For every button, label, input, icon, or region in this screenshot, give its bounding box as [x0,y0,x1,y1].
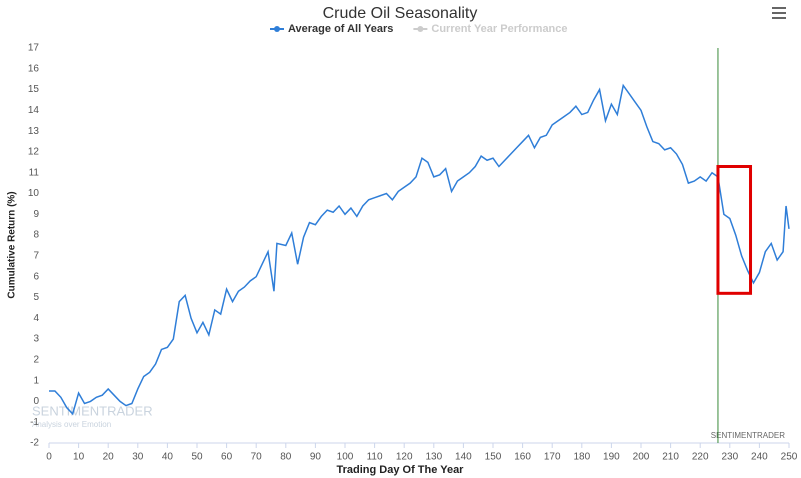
x-tick-label: 40 [162,452,174,463]
x-tick-label: 50 [191,452,203,463]
x-tick-label: 0 [46,452,52,463]
x-tick-label: 90 [310,452,322,463]
x-tick-label: 140 [455,452,472,463]
y-tick-label: 0 [33,396,39,407]
x-tick-label: 70 [251,452,263,463]
x-tick-label: 30 [132,452,144,463]
y-tick-label: 1 [33,375,39,386]
y-tick-label: 17 [28,43,40,54]
x-tick-label: 110 [367,452,383,463]
x-tick-label: 20 [103,452,115,463]
legend-label: Average of All Years [288,23,393,35]
y-axis-label: Cumulative Return (%) [7,191,18,298]
x-tick-label: 210 [662,452,679,463]
y-tick-label: 6 [33,271,39,282]
y-tick-label: -1 [30,417,39,428]
legend-marker [274,26,280,32]
x-tick-label: 100 [337,452,354,463]
x-tick-label: 200 [633,452,650,463]
x-tick-label: 220 [692,452,709,463]
watermark-tagline: Analysis over Emotion [32,420,111,429]
y-tick-label: 9 [33,209,39,220]
x-tick-label: 180 [573,452,590,463]
highlight-box [716,165,753,295]
x-tick-label: 160 [514,452,531,463]
x-tick-label: 240 [751,452,768,463]
chart-title: Crude Oil Seasonality [323,5,478,22]
x-tick-label: 150 [485,452,502,463]
y-tick-label: 12 [28,147,40,158]
y-tick-label: 14 [28,105,40,116]
data-line [49,83,790,416]
x-tick-label: 130 [425,452,442,463]
menu-icon[interactable] [772,7,786,19]
x-tick-label: 250 [781,452,798,463]
x-tick-label: 230 [721,452,738,463]
watermark: SENTIMENTRADER [32,403,153,418]
y-tick-label: 8 [33,230,39,241]
y-tick-label: 4 [33,313,39,324]
y-tick-label: 15 [28,84,40,95]
legend-label: Current Year Performance [431,23,567,35]
credit: SENTIMENTRADER [711,431,785,440]
x-tick-label: 190 [603,452,620,463]
x-tick-label: 170 [544,452,561,463]
x-tick-label: 80 [280,452,292,463]
x-tick-label: 10 [73,452,85,463]
x-axis-label: Trading Day Of The Year [337,464,465,476]
x-tick-label: 60 [221,452,233,463]
y-tick-label: 13 [28,126,40,137]
legend-marker [417,26,424,32]
y-tick-label: 16 [28,63,40,74]
y-tick-label: 11 [29,167,40,178]
y-tick-label: 2 [33,354,39,365]
y-tick-label: 7 [33,251,39,262]
y-tick-label: 3 [33,334,39,345]
y-tick-label: 5 [33,292,39,303]
x-tick-label: 120 [396,452,413,463]
y-tick-label: 10 [28,188,40,199]
y-tick-label: -2 [30,438,39,449]
